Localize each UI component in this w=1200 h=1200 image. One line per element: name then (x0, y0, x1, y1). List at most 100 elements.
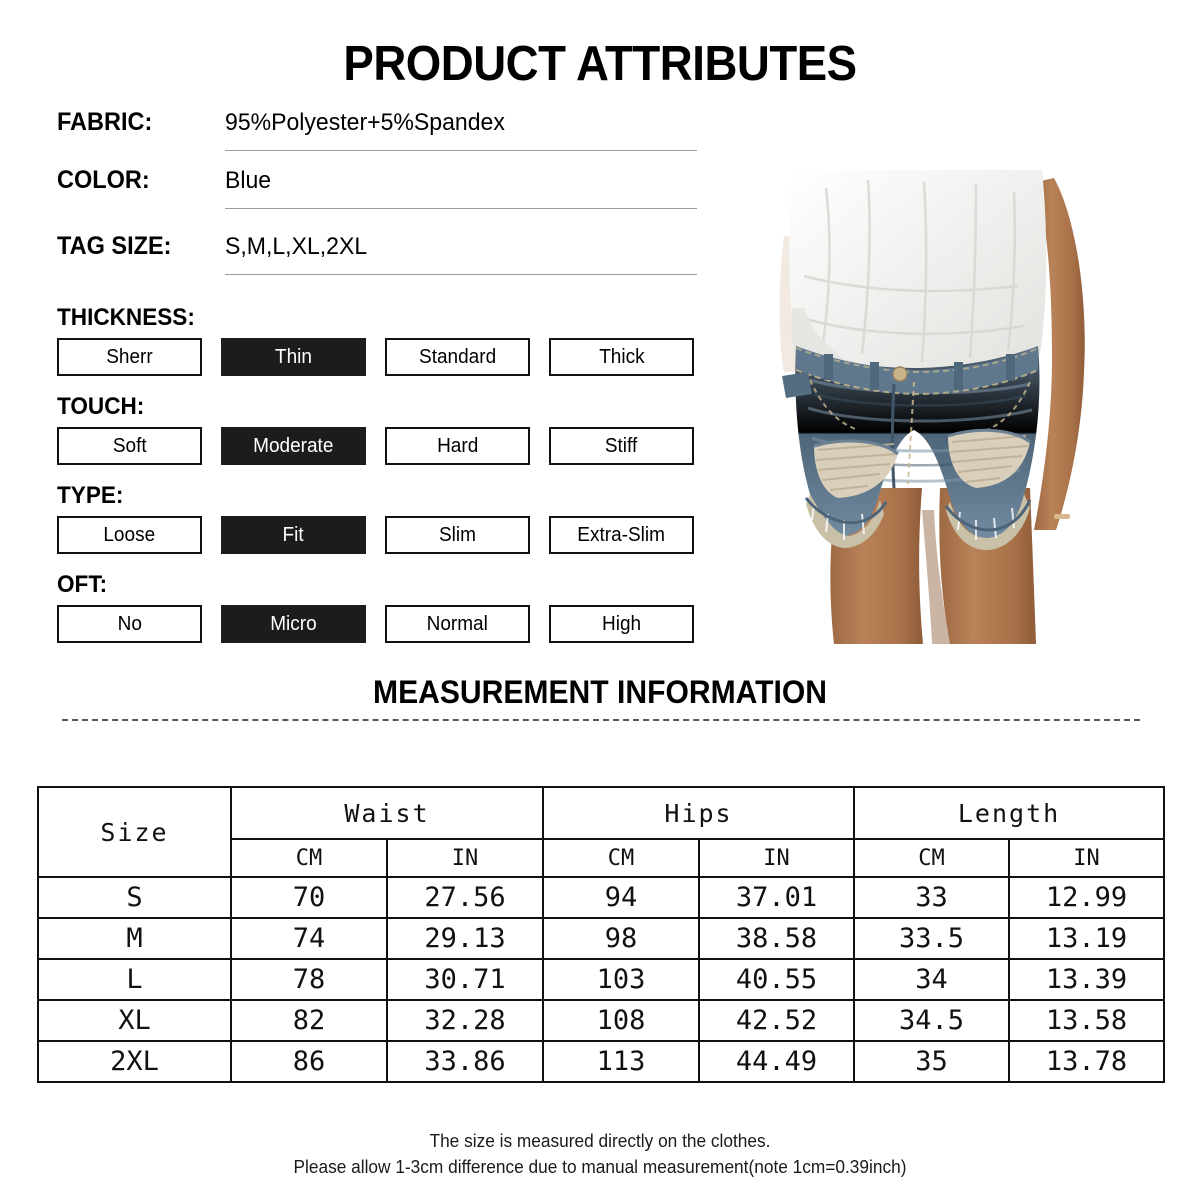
size-chart-table: Size Waist Hips Length CM IN CM IN CM IN S 70 27.56… (37, 786, 1166, 1083)
cell-waist-cm: 86 (230, 1040, 388, 1083)
cell-waist-in: 32.28 (385, 999, 545, 1042)
option-selected[interactable]: Thin (221, 338, 366, 376)
cell-length-cm: 34 (853, 958, 1011, 1001)
column-group-header: Waist (229, 786, 545, 840)
option-label: Sherr (106, 346, 153, 368)
attribute-label: THICKNESS: (57, 304, 195, 331)
column-header-unit: CM (542, 838, 701, 878)
option-label: Moderate (253, 435, 334, 457)
cell-hips-cm: 94 (542, 876, 701, 919)
table-row: XL 82 32.28 108 42.52 34.5 13.58 (37, 999, 1166, 1042)
cell-waist-in: 27.56 (385, 876, 545, 919)
cell-length-in: 13.58 (1008, 999, 1166, 1042)
option-label: High (601, 613, 642, 635)
cell-waist-cm: 82 (230, 999, 388, 1042)
column-group-header: Length (853, 786, 1166, 840)
attribute-label: TYPE: (57, 482, 124, 509)
option-unselected[interactable]: Thick (549, 338, 694, 376)
cell-length-cm: 34.5 (853, 999, 1011, 1042)
spec-label: COLOR: (57, 166, 150, 194)
table-row: 2XL 86 33.86 113 44.49 35 13.78 (37, 1040, 1166, 1083)
cell-size: 2XL (37, 1040, 232, 1083)
cell-length-in: 13.39 (1008, 958, 1166, 1001)
attribute-group: TYPE: Loose Fit Slim Extra-Slim (57, 484, 697, 554)
spec-row: COLOR: Blue (57, 166, 697, 224)
option-label: Micro (270, 613, 317, 635)
option-unselected[interactable]: Slim (385, 516, 530, 554)
cell-waist-in: 30.71 (385, 958, 545, 1001)
option-selected[interactable]: Fit (221, 516, 366, 554)
cell-hips-in: 42.52 (698, 999, 856, 1042)
cell-hips-in: 40.55 (698, 958, 856, 1001)
cell-size: S (37, 876, 232, 919)
attribute-options: Sherr Thin Standard Thick (57, 338, 697, 376)
spec-row: FABRIC: 95%Polyester+5%Spandex (57, 108, 697, 166)
cell-size: XL (37, 999, 232, 1042)
cell-length-in: 13.19 (1008, 917, 1166, 960)
cell-waist-cm: 70 (230, 876, 388, 919)
option-label: Slim (439, 524, 476, 546)
option-label: Stiff (605, 435, 638, 457)
option-label: Thick (598, 346, 645, 368)
cell-size: L (37, 958, 232, 1001)
option-unselected[interactable]: High (549, 605, 694, 643)
cell-waist-cm: 78 (230, 958, 388, 1001)
option-label: No (117, 613, 142, 635)
table-subheader-row: CM IN CM IN CM IN (38, 838, 1166, 878)
footer-line-1: The size is measured directly on the clo… (429, 1131, 771, 1151)
cell-waist-in: 33.86 (385, 1040, 545, 1083)
attribute-label: TOUCH: (57, 393, 145, 420)
spec-label: FABRIC: (57, 108, 153, 136)
option-unselected[interactable]: Extra-Slim (549, 516, 694, 554)
cell-hips-in: 44.49 (698, 1040, 856, 1083)
spec-underline (225, 150, 697, 151)
footer-notes: The size is measured directly on the clo… (24, 1128, 1176, 1180)
option-label: Hard (436, 435, 479, 457)
table-header-row: Size Waist Hips Length (37, 786, 1166, 878)
spec-value: Blue (225, 167, 272, 194)
cell-size: M (37, 917, 232, 960)
spec-value: S,M,L,XL,2XL (225, 233, 368, 260)
attribute-options: Soft Moderate Hard Stiff (57, 427, 697, 465)
column-header-size: Size (37, 786, 232, 878)
column-header-unit: CM (230, 838, 388, 878)
table-body: S 70 27.56 94 37.01 33 12.99 M 74 29.13 98 38.58 33.… (37, 876, 1166, 1083)
option-unselected[interactable]: Stiff (549, 427, 694, 465)
cell-hips-cm: 98 (542, 917, 701, 960)
option-unselected[interactable]: Normal (385, 605, 530, 643)
option-label: Thin (275, 346, 312, 368)
table-row: L 78 30.71 103 40.55 34 13.39 (37, 958, 1166, 1001)
footer-line-2: Please allow 1-3cm difference due to man… (293, 1157, 907, 1178)
cell-hips-in: 38.58 (698, 917, 856, 960)
option-selected[interactable]: Micro (221, 605, 366, 643)
attribute-group: THICKNESS: Sherr Thin Standard Thick (57, 306, 697, 376)
table-row: S 70 27.56 94 37.01 33 12.99 (37, 876, 1166, 919)
cell-hips-cm: 113 (542, 1040, 701, 1083)
attribute-group: OFT: No Micro Normal High (57, 573, 697, 643)
dashed-divider (62, 719, 1140, 721)
spec-value: 95%Polyester+5%Spandex (225, 109, 505, 136)
spec-row: TAG SIZE: S,M,L,XL,2XL (57, 232, 697, 290)
option-unselected[interactable]: Hard (385, 427, 530, 465)
column-header-unit: IN (385, 838, 545, 878)
page-title: PRODUCT ATTRIBUTES (343, 37, 857, 91)
option-selected[interactable]: Moderate (221, 427, 366, 465)
cell-hips-in: 37.01 (698, 876, 856, 919)
option-unselected[interactable]: Sherr (57, 338, 202, 376)
attribute-label: OFT: (57, 571, 108, 598)
product-photo-illustration (718, 158, 1164, 644)
cell-length-cm: 35 (853, 1040, 1011, 1083)
option-unselected[interactable]: Loose (57, 516, 202, 554)
cell-length-cm: 33 (853, 876, 1011, 919)
spec-underline (225, 208, 697, 209)
attribute-options: Loose Fit Slim Extra-Slim (57, 516, 697, 554)
option-unselected[interactable]: No (57, 605, 202, 643)
option-unselected[interactable]: Soft (57, 427, 202, 465)
column-header-unit: IN (1008, 838, 1166, 878)
option-unselected[interactable]: Standard (385, 338, 530, 376)
option-label: Loose (103, 524, 156, 546)
column-group-header: Hips (542, 786, 856, 840)
option-label: Standard (418, 346, 497, 368)
column-header-unit: IN (698, 838, 856, 878)
cell-hips-cm: 108 (542, 999, 701, 1042)
